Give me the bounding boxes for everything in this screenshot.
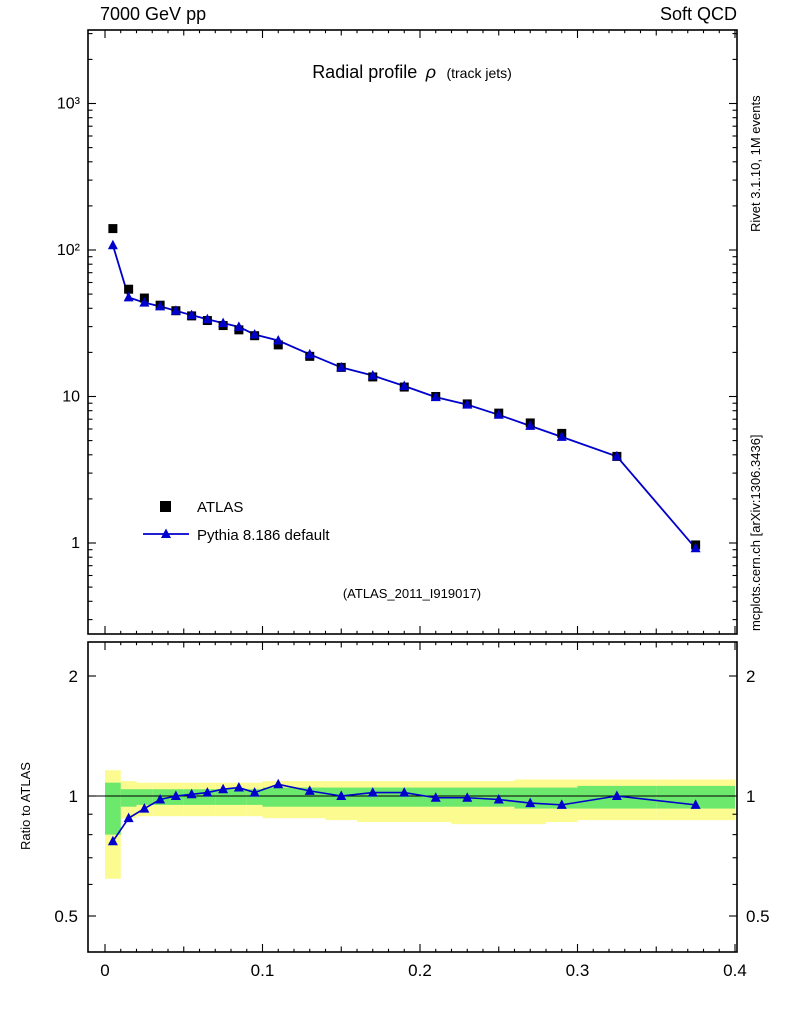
- x-tick-label: 0.1: [251, 961, 275, 980]
- ratio-data-point: [336, 790, 347, 800]
- pythia-data-point: [139, 297, 150, 307]
- mcplots-reference-label: mcplots.cern.ch [arXiv:1306.3436]: [748, 434, 763, 631]
- ratio-data-point: [367, 787, 378, 797]
- pythia-data-point: [202, 313, 213, 324]
- pythia-data-point: [233, 321, 244, 331]
- main-y-tick-label: 10³: [57, 96, 81, 113]
- ratio-y-tick-label-left: 0.5: [54, 907, 78, 926]
- pythia-data-point: [556, 431, 567, 441]
- axis-ticks: [88, 30, 737, 952]
- green-band-bin: [136, 789, 153, 805]
- ratio-data-point: [611, 790, 622, 800]
- atlas-data-point: [273, 340, 283, 350]
- main-y-tick-label: 1: [71, 535, 80, 552]
- ratio-data-point: [249, 787, 260, 797]
- ratio-panel-series: [88, 778, 737, 846]
- pythia-data-point: [525, 420, 536, 430]
- ratio-data-point: [170, 790, 181, 800]
- beam-energy-label: 7000 GeV pp: [100, 4, 206, 24]
- x-tick-label: 0.4: [723, 961, 747, 980]
- green-band-bin: [105, 782, 121, 835]
- x-tick-label: 0.3: [566, 961, 590, 980]
- green-band-bin: [120, 789, 137, 807]
- ratio-data-point: [304, 785, 315, 795]
- green-band-bin: [231, 789, 247, 805]
- pythia-data-point: [430, 391, 441, 402]
- ratio-data-point: [493, 793, 504, 804]
- ratio-data-point: [462, 792, 473, 802]
- x-tick-label: 0: [100, 961, 109, 980]
- ratio-data-point: [556, 799, 567, 809]
- pythia-data-point: [367, 370, 378, 380]
- ratio-y-tick-label-left: 2: [69, 667, 78, 686]
- ratio-data-point: [233, 782, 244, 792]
- legend-label-pythia: Pythia 8.186 default: [197, 527, 330, 544]
- plot-title-suffix: (track jets): [446, 65, 511, 81]
- axis-tick-labels: 1 10 10² 10³ 0 0.1 0.2 0.3 0.4 0.5 0.5 1 1 2 2: [54, 96, 769, 981]
- pythia-data-point: [123, 291, 134, 302]
- panel-frames: [87, 29, 738, 953]
- main-panel-frame: [87, 29, 738, 635]
- rivet-version-label: Rivet 3.1.10, 1M events: [748, 95, 763, 232]
- pythia-marker-icon: [161, 528, 171, 538]
- pythia-data-point: [611, 450, 622, 461]
- ratio-data-point: [690, 799, 701, 809]
- pythia-data-point: [273, 335, 284, 345]
- pythia-data-point: [155, 300, 166, 311]
- pythia-data-point: [336, 361, 347, 372]
- green-band-bin: [246, 789, 263, 805]
- ratio-data-point: [273, 778, 284, 789]
- ratio-ylabel: Ratio to ATLAS: [18, 762, 33, 850]
- pythia-data-point: [304, 348, 315, 359]
- ratio-data-point: [107, 835, 118, 846]
- main-y-tick-label: 10: [62, 389, 80, 406]
- pythia-data-point: [462, 399, 473, 409]
- ratio-data-point: [399, 787, 410, 797]
- ratio-data-point: [186, 788, 197, 799]
- ratio-data-point: [155, 793, 166, 804]
- pythia-line: [112, 244, 697, 549]
- ratio-uncertainty-bands: [105, 770, 735, 879]
- ratio-line: [112, 783, 696, 842]
- ratio-data-point: [139, 803, 150, 813]
- ratio-panel-frame: [87, 641, 738, 953]
- ratio-y-tick-label-right: 2: [746, 667, 755, 686]
- ratio-data-point: [202, 787, 213, 797]
- ratio-data-point: [218, 783, 229, 794]
- ratio-data-point: [123, 812, 134, 823]
- ratio-data-point: [525, 797, 536, 808]
- plot-title-main: Radial profile: [312, 62, 417, 82]
- pythia-data-point: [218, 317, 229, 328]
- legend-label-atlas: ATLAS: [197, 499, 243, 516]
- pythia-data-point: [493, 409, 504, 419]
- green-band-bin: [262, 787, 294, 807]
- legend-markers: [143, 501, 189, 538]
- pythia-data-point: [690, 542, 701, 553]
- pythia-data-point: [399, 380, 410, 390]
- x-tick-label: 0.2: [408, 961, 432, 980]
- pythia-data-point: [186, 309, 197, 320]
- analysis-id-watermark: (ATLAS_2011_I919017): [343, 586, 481, 601]
- process-group-label: Soft QCD: [660, 4, 737, 24]
- main-y-tick-label: 10²: [57, 242, 81, 259]
- main-panel-series: [107, 224, 701, 553]
- ratio-y-tick-label-right: 0.5: [746, 907, 770, 926]
- ratio-y-tick-label-right: 1: [746, 787, 755, 806]
- ratio-y-tick-label-left: 1: [69, 787, 78, 806]
- atlas-marker-icon: [160, 501, 171, 512]
- plot-title-symbol: ρ: [425, 62, 436, 82]
- ratio-data-point: [430, 792, 441, 802]
- pythia-data-point: [249, 328, 260, 339]
- pythia-data-point: [107, 239, 118, 250]
- pythia-data-point: [170, 305, 181, 315]
- plot-title: Radial profile ρ (track jets): [312, 62, 512, 82]
- atlas-data-point: [108, 224, 118, 234]
- atlas-data-point: [124, 284, 134, 294]
